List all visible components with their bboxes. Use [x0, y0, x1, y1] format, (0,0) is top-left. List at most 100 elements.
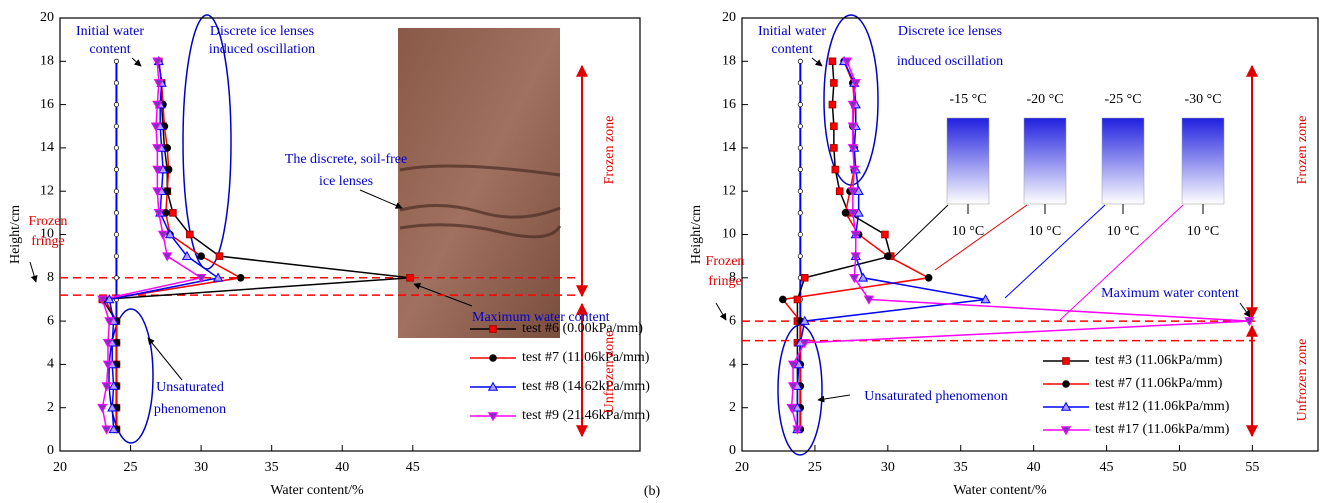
data-point: [187, 231, 194, 238]
data-point: [198, 253, 205, 260]
y-tick-label: 16: [722, 97, 736, 112]
legend-marker: [490, 326, 497, 333]
reference-point: [798, 211, 802, 215]
x-tick-label: 20: [53, 460, 67, 475]
y-axis-title: Height/cm: [689, 205, 704, 264]
reference-point: [798, 124, 802, 128]
annotation: Initial water: [76, 24, 144, 39]
annotation: phenomenon: [154, 402, 226, 417]
x-tick-label: 50: [1172, 460, 1186, 475]
box-bottom-label: 10 °C: [1187, 224, 1219, 239]
annotation: Maximum water content: [1101, 286, 1239, 301]
box-bottom-label: 10 °C: [1029, 224, 1061, 239]
data-point: [237, 275, 244, 282]
x-tick-label: 35: [954, 460, 968, 475]
data-point: [925, 275, 932, 282]
plot: 202530354045505502468101214161820Water c…: [689, 10, 1318, 498]
data-point: [98, 404, 107, 412]
y-tick-label: 10: [722, 227, 736, 242]
reference-point: [114, 189, 118, 193]
box-bottom-label: 10 °C: [952, 224, 984, 239]
y-tick-label: 6: [47, 313, 54, 328]
annotation: The discrete, soil-free: [285, 152, 407, 167]
annotation: Frozen: [29, 214, 68, 229]
annotation: Discrete ice lenses: [898, 24, 1002, 39]
data-point: [829, 58, 836, 65]
y-tick-label: 0: [729, 443, 736, 458]
annotation: Unfrozen zone: [1295, 339, 1310, 422]
legend-label: test #7 (11.06kPa/mm): [1095, 376, 1223, 391]
box-bottom-label: 10 °C: [1107, 224, 1139, 239]
annotation: Discrete ice lenses: [210, 24, 314, 39]
y-tick-label: 12: [722, 183, 736, 198]
annotation: content: [89, 42, 130, 57]
x-axis-title: Water content/%: [953, 483, 1047, 498]
specimen-photo: [398, 28, 560, 338]
series-line: [792, 61, 1250, 429]
y-tick-label: 14: [722, 140, 736, 155]
y-tick-label: 16: [40, 97, 54, 112]
annotation: Unfrozen zone: [602, 331, 617, 414]
y-tick-label: 2: [729, 400, 736, 415]
reference-point: [114, 167, 118, 171]
legend-label: test #3 (11.06kPa/mm): [1095, 353, 1223, 368]
data-point: [407, 275, 414, 282]
x-tick-label: 40: [1027, 460, 1041, 475]
temperature-box: [947, 118, 989, 204]
reference-point: [798, 167, 802, 171]
reference-point: [114, 254, 118, 258]
annotation: content: [771, 42, 812, 57]
data-point: [859, 274, 868, 282]
data-point: [842, 210, 849, 217]
x-tick-label: 35: [265, 460, 279, 475]
legend-label: test #7 (11.06kPa/mm): [522, 350, 650, 365]
annotation: Maximum water content: [472, 310, 610, 325]
x-tick-label: 20: [735, 460, 749, 475]
box-top-label: -15 °C: [949, 92, 986, 107]
reference-point: [798, 146, 802, 150]
data-point: [794, 296, 801, 303]
y-tick-label: 20: [722, 10, 736, 25]
temperature-box: [1024, 118, 1066, 204]
reference-point: [114, 146, 118, 150]
x-tick-label: 25: [808, 460, 822, 475]
annotation: Frozen: [706, 254, 745, 269]
figure: 20 25 30 35 40 45 0 2 4 6 8 10 12 14 16 18 20 Water conte…: [0, 0, 1325, 503]
panel-label: (b): [644, 484, 661, 499]
legend-marker: [1063, 358, 1070, 365]
reference-point: [114, 276, 118, 280]
data-point: [829, 101, 836, 108]
x-tick-label: 30: [881, 460, 895, 475]
box-top-label: -25 °C: [1104, 92, 1141, 107]
plot: 20253035404502468101214161820Water conte…: [8, 10, 660, 499]
y-tick-label: 18: [722, 54, 736, 69]
series-line: [797, 61, 985, 429]
annotation: Frozen zone: [602, 116, 617, 185]
data-point: [801, 275, 808, 282]
reference-point: [798, 59, 802, 63]
y-tick-label: 0: [47, 443, 54, 458]
y-axis-title: Height/cm: [8, 205, 23, 264]
reference-point: [798, 81, 802, 85]
y-tick-label: 12: [40, 183, 54, 198]
legend-label: test #9 (21.46kPa/mm): [522, 408, 650, 423]
x-tick-label: 45: [1100, 460, 1114, 475]
legend-marker: [490, 355, 497, 362]
annotation: fringe: [31, 234, 64, 249]
annotation: Initial water: [758, 24, 826, 39]
annotation: Unsaturated phenomenon: [864, 389, 1007, 404]
annotation: Unsaturated: [156, 380, 224, 395]
temperature-box: [1182, 118, 1224, 204]
x-tick-label: 25: [124, 460, 138, 475]
y-tick-label: 8: [47, 270, 54, 285]
data-point: [170, 210, 177, 217]
box-top-label: -30 °C: [1184, 92, 1221, 107]
reference-point: [798, 102, 802, 106]
reference-point: [114, 211, 118, 215]
reference-point: [798, 232, 802, 236]
y-tick-label: 18: [40, 54, 54, 69]
y-tick-label: 4: [729, 357, 736, 372]
reference-point: [798, 189, 802, 193]
data-point: [885, 253, 892, 260]
reference-point: [114, 124, 118, 128]
